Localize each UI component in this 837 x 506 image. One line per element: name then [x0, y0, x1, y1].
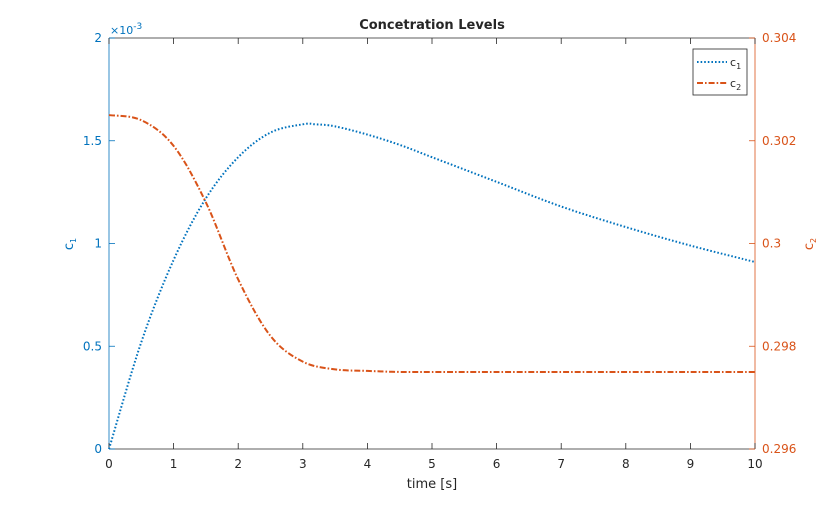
- left-y-tick-label: 1.5: [83, 134, 102, 148]
- chart-title: Concetration Levels: [359, 18, 505, 33]
- x-tick-label: 1: [170, 457, 178, 471]
- left-y-tick-label: 2: [94, 31, 102, 45]
- x-tick-label: 8: [622, 457, 630, 471]
- left-y-axis-label: c1: [62, 238, 78, 250]
- right-y-tick-label: 0.304: [762, 31, 796, 45]
- x-tick-label: 10: [747, 457, 762, 471]
- x-tick-label: 5: [428, 457, 436, 471]
- right-y-axis-label: c2: [802, 238, 818, 250]
- x-tick-label: 2: [234, 457, 242, 471]
- left-y-tick-label: 1: [94, 237, 102, 251]
- left-y-tick-label: 0: [94, 442, 102, 456]
- x-tick-label: 4: [364, 457, 372, 471]
- series-line-c2: [108, 114, 755, 374]
- left-exponent-label: ×10-3: [110, 22, 142, 37]
- legend-label-c2: c2: [730, 77, 741, 92]
- svg-text:×10-3: ×10-3: [110, 22, 142, 37]
- left-y-tick-label: 0.5: [83, 339, 102, 353]
- legend-box: [692, 48, 748, 96]
- right-y-tick-label: 0.298: [762, 339, 796, 353]
- legend: c1 c2: [692, 48, 748, 96]
- series-line-c1: [108, 122, 756, 450]
- x-tick-label: 6: [493, 457, 501, 471]
- x-tick-label: 9: [687, 457, 695, 471]
- x-tick-label: 3: [299, 457, 307, 471]
- legend-label-c1: c1: [730, 56, 741, 71]
- right-y-tick-label: 0.296: [762, 442, 796, 456]
- x-tick-label: 0: [105, 457, 113, 471]
- right-y-tick-label: 0.302: [762, 134, 796, 148]
- x-axis-label: time [s]: [407, 477, 457, 492]
- x-tick-label: 7: [557, 457, 565, 471]
- right-y-tick-label: 0.3: [762, 237, 781, 251]
